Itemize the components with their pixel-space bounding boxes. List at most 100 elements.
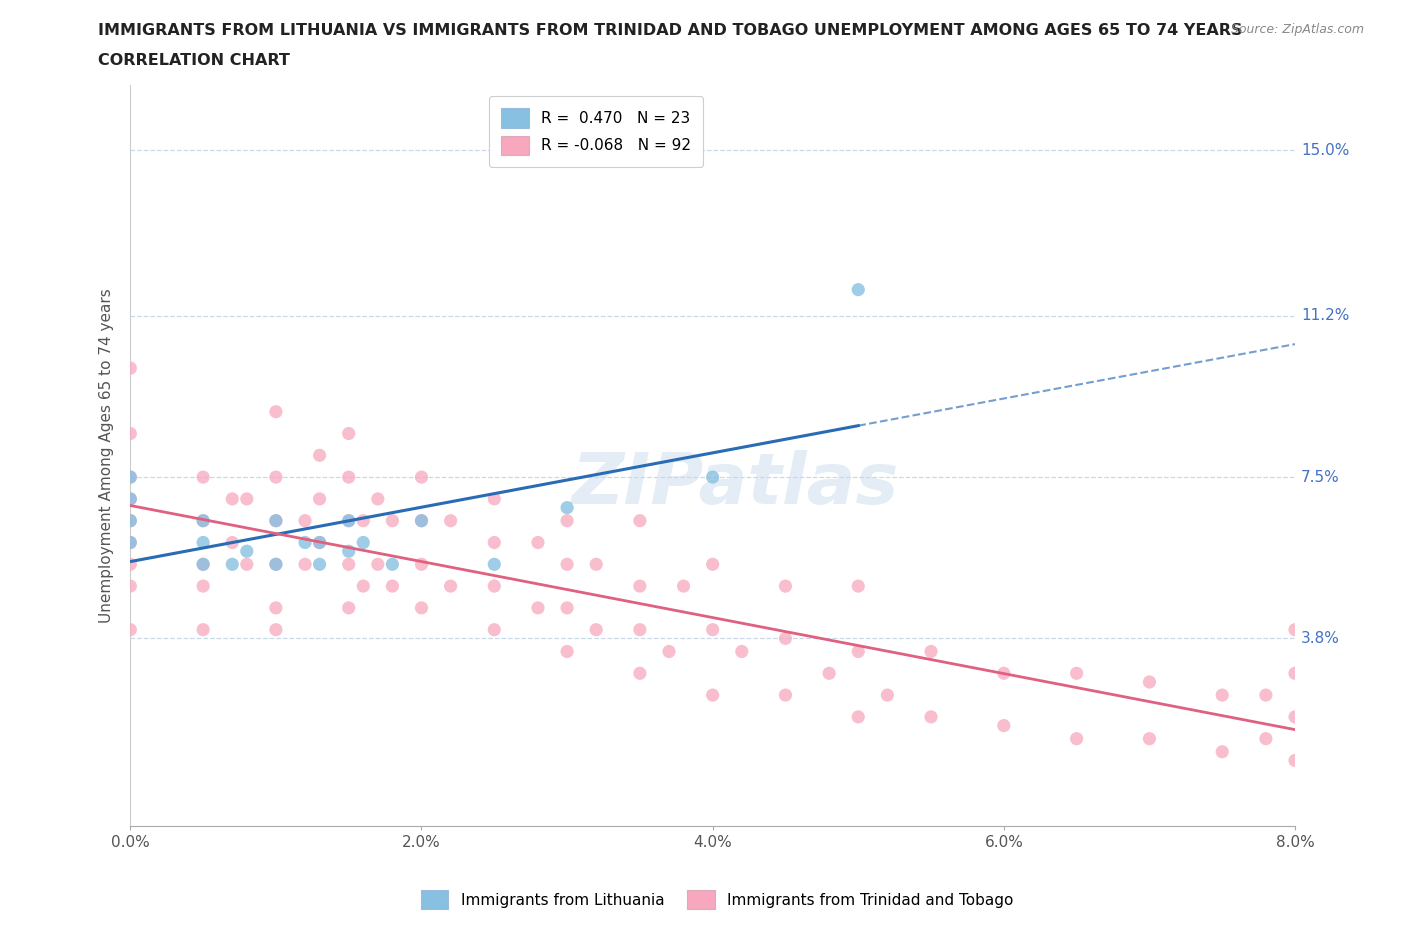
Point bbox=[411, 557, 433, 572]
Point bbox=[308, 491, 330, 506]
Text: 11.2%: 11.2% bbox=[1301, 309, 1350, 324]
Text: 3.8%: 3.8% bbox=[1301, 631, 1340, 646]
Point bbox=[120, 361, 142, 376]
Point bbox=[439, 578, 461, 593]
Point bbox=[294, 513, 316, 528]
Legend: Immigrants from Lithuania, Immigrants from Trinidad and Tobago: Immigrants from Lithuania, Immigrants fr… bbox=[415, 884, 1019, 915]
Point bbox=[264, 470, 287, 485]
Point bbox=[308, 557, 330, 572]
Point bbox=[337, 426, 360, 441]
Point bbox=[846, 282, 869, 297]
Point bbox=[527, 601, 550, 616]
Point bbox=[1139, 731, 1161, 746]
Point bbox=[411, 470, 433, 485]
Point bbox=[221, 535, 243, 550]
Point bbox=[337, 601, 360, 616]
Point bbox=[308, 448, 330, 463]
Point bbox=[1284, 622, 1306, 637]
Point bbox=[876, 687, 898, 702]
Point bbox=[264, 513, 287, 528]
Point bbox=[1066, 666, 1088, 681]
Point bbox=[775, 578, 797, 593]
Point bbox=[352, 578, 374, 593]
Point bbox=[585, 622, 607, 637]
Point bbox=[337, 513, 360, 528]
Point bbox=[120, 426, 142, 441]
Point bbox=[337, 544, 360, 559]
Point bbox=[775, 687, 797, 702]
Point bbox=[294, 535, 316, 550]
Point bbox=[191, 557, 214, 572]
Point bbox=[1139, 674, 1161, 689]
Point bbox=[381, 557, 404, 572]
Point bbox=[439, 513, 461, 528]
Text: 7.5%: 7.5% bbox=[1301, 470, 1340, 485]
Point bbox=[411, 513, 433, 528]
Point bbox=[120, 557, 142, 572]
Point bbox=[628, 578, 651, 593]
Point bbox=[264, 405, 287, 419]
Point bbox=[1211, 687, 1233, 702]
Point bbox=[264, 513, 287, 528]
Point bbox=[1066, 731, 1088, 746]
Point bbox=[920, 644, 942, 659]
Point bbox=[702, 470, 724, 485]
Point bbox=[120, 513, 142, 528]
Point bbox=[484, 557, 506, 572]
Point bbox=[411, 601, 433, 616]
Point bbox=[381, 578, 404, 593]
Text: CORRELATION CHART: CORRELATION CHART bbox=[98, 53, 290, 68]
Point bbox=[411, 513, 433, 528]
Point bbox=[846, 578, 869, 593]
Point bbox=[702, 622, 724, 637]
Point bbox=[221, 557, 243, 572]
Point bbox=[555, 644, 578, 659]
Point bbox=[120, 535, 142, 550]
Point bbox=[264, 557, 287, 572]
Point bbox=[920, 710, 942, 724]
Point bbox=[846, 644, 869, 659]
Point bbox=[191, 513, 214, 528]
Point bbox=[1284, 710, 1306, 724]
Point bbox=[658, 644, 681, 659]
Point bbox=[484, 622, 506, 637]
Point bbox=[264, 557, 287, 572]
Point bbox=[308, 535, 330, 550]
Point bbox=[993, 666, 1015, 681]
Point bbox=[818, 666, 841, 681]
Point bbox=[120, 535, 142, 550]
Point bbox=[264, 622, 287, 637]
Point bbox=[1254, 731, 1277, 746]
Text: IMMIGRANTS FROM LITHUANIA VS IMMIGRANTS FROM TRINIDAD AND TOBAGO UNEMPLOYMENT AM: IMMIGRANTS FROM LITHUANIA VS IMMIGRANTS … bbox=[98, 23, 1243, 38]
Point bbox=[352, 535, 374, 550]
Point bbox=[120, 491, 142, 506]
Point bbox=[191, 513, 214, 528]
Point bbox=[236, 491, 259, 506]
Point bbox=[367, 557, 389, 572]
Point bbox=[221, 491, 243, 506]
Point bbox=[628, 513, 651, 528]
Point bbox=[308, 535, 330, 550]
Point bbox=[555, 500, 578, 515]
Point bbox=[191, 470, 214, 485]
Point bbox=[555, 601, 578, 616]
Point bbox=[367, 491, 389, 506]
Text: 15.0%: 15.0% bbox=[1301, 142, 1350, 158]
Point bbox=[294, 557, 316, 572]
Point bbox=[846, 710, 869, 724]
Point bbox=[702, 687, 724, 702]
Point bbox=[993, 718, 1015, 733]
Point bbox=[120, 513, 142, 528]
Point bbox=[337, 513, 360, 528]
Point bbox=[484, 491, 506, 506]
Point bbox=[1254, 687, 1277, 702]
Legend: R =  0.470   N = 23, R = -0.068   N = 92: R = 0.470 N = 23, R = -0.068 N = 92 bbox=[489, 96, 703, 167]
Point bbox=[337, 557, 360, 572]
Point bbox=[1211, 744, 1233, 759]
Point bbox=[352, 513, 374, 528]
Point bbox=[191, 557, 214, 572]
Point bbox=[191, 535, 214, 550]
Point bbox=[236, 557, 259, 572]
Point bbox=[120, 491, 142, 506]
Point bbox=[120, 578, 142, 593]
